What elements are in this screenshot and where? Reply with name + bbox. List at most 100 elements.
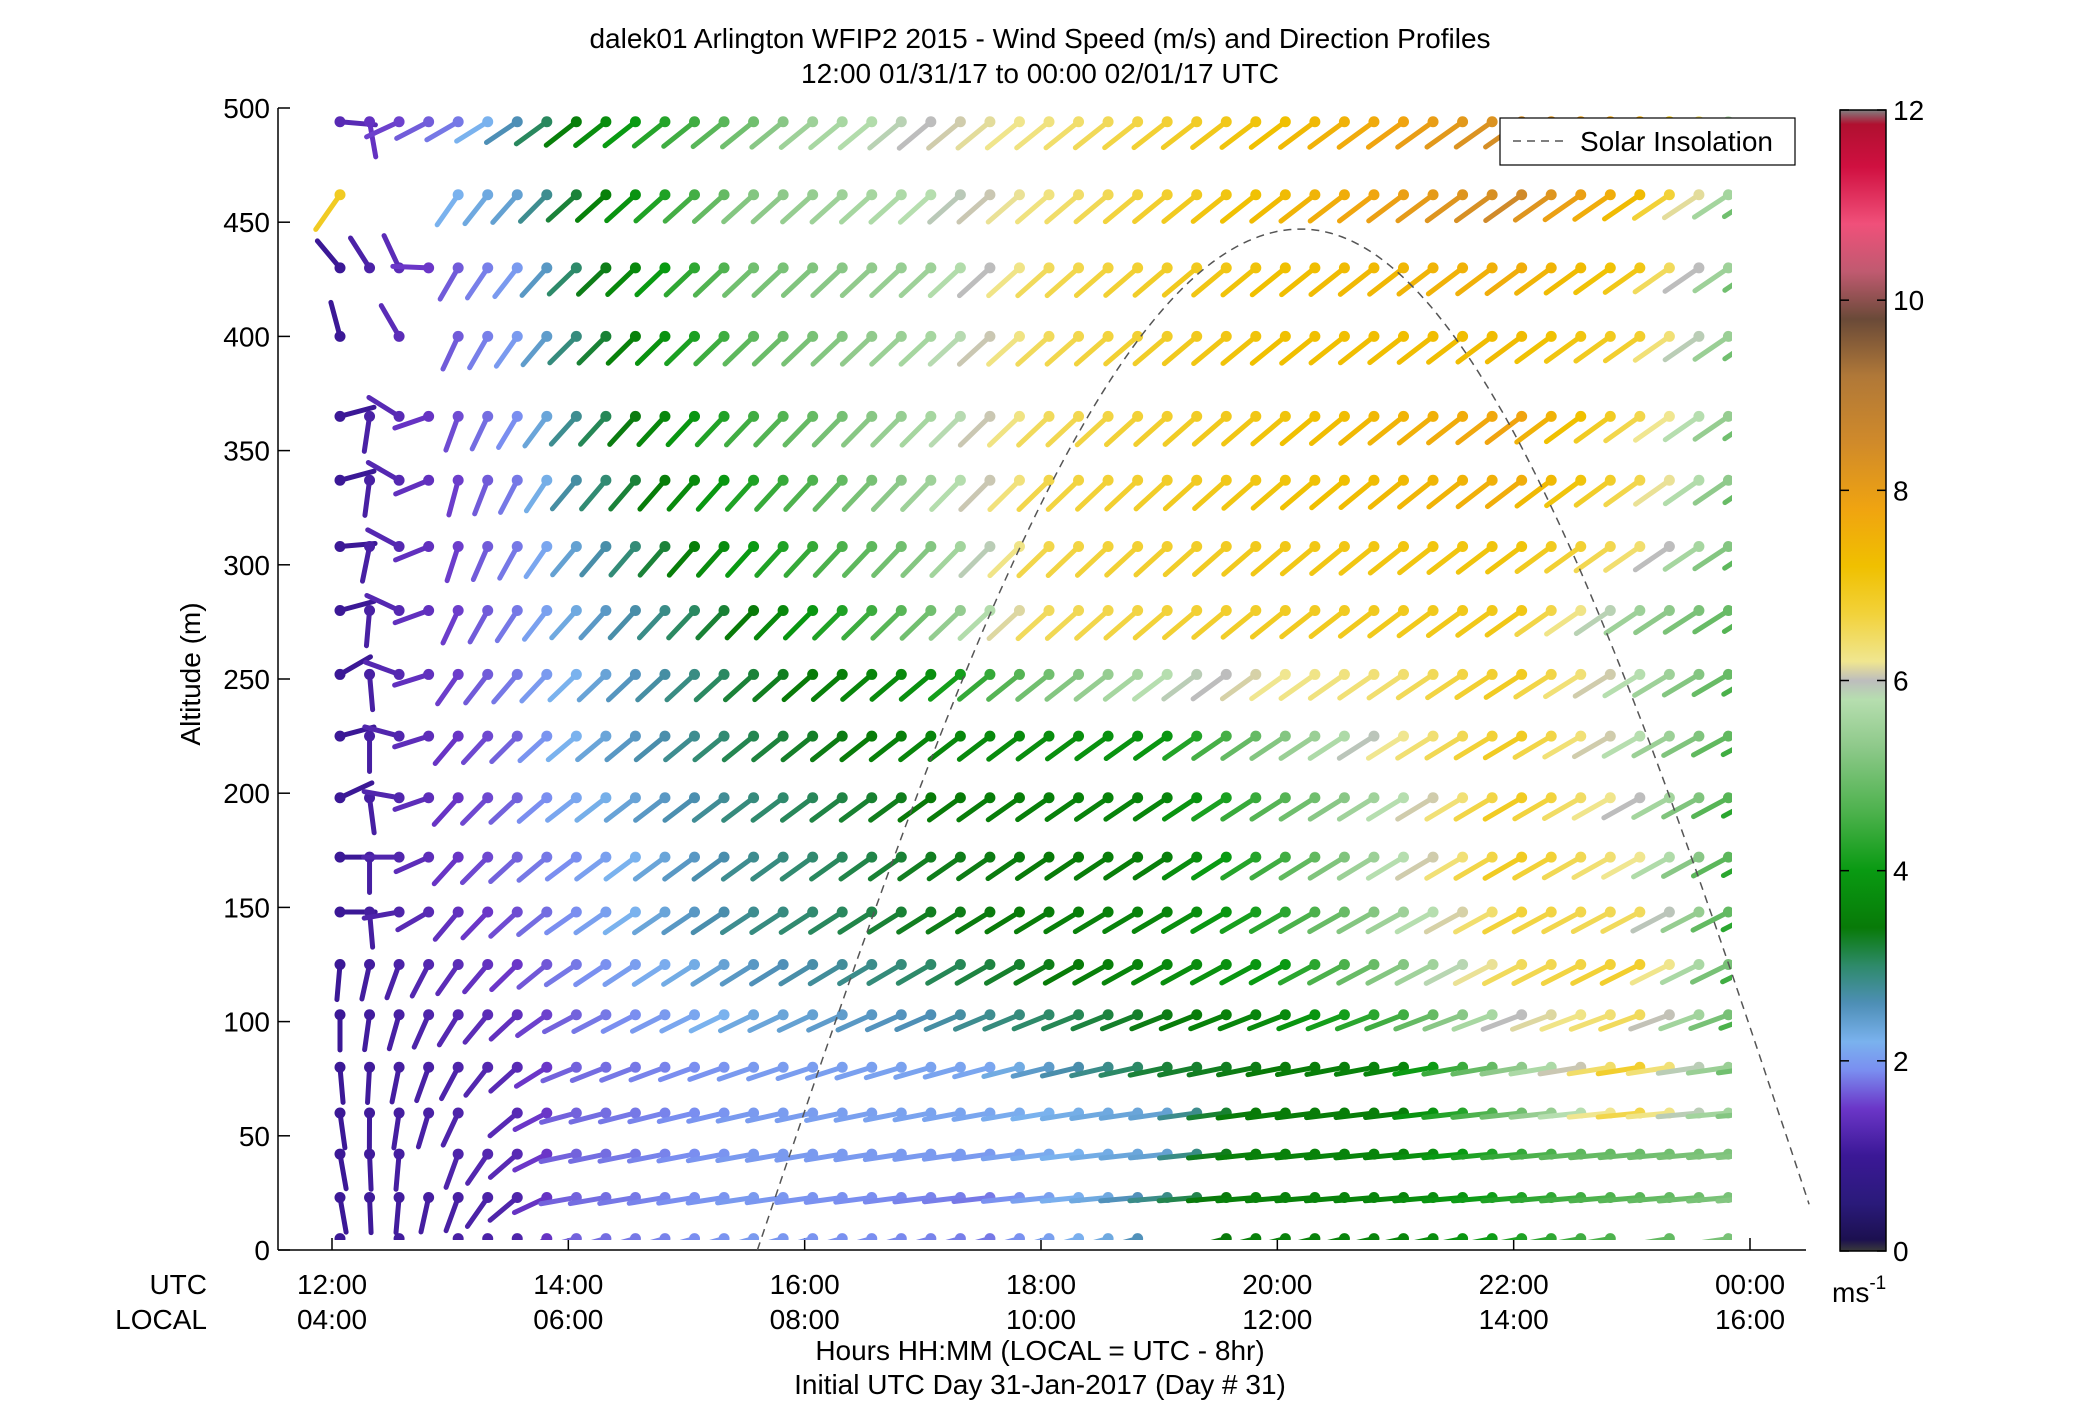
wind-barb-shaft (1133, 477, 1170, 512)
colorbar-unit-base: ms (1832, 1277, 1869, 1308)
wind-barb-shaft (896, 119, 934, 151)
wind-barb-shaft (692, 265, 727, 298)
wind-barb-station (895, 792, 907, 804)
wind-barb-station (364, 1107, 376, 1119)
wind-barb-station (600, 116, 612, 128)
wind-barb-shaft (1424, 795, 1466, 822)
wind-barb-shaft (897, 854, 934, 882)
wind-barb-station (541, 189, 553, 201)
wind-barb-shaft (869, 333, 904, 367)
wind-barb-station (423, 474, 435, 486)
wind-barb-station (364, 262, 376, 274)
wind-barb-shaft (898, 733, 934, 763)
wind-barb-station (1161, 851, 1173, 863)
wind-barb-station (984, 330, 996, 342)
wind-barb-station (1161, 116, 1173, 128)
wind-barb-station (659, 410, 671, 422)
wind-barb-station (984, 792, 996, 804)
wind-barb-shaft (1722, 560, 1732, 571)
y-tick-label: 100 (223, 1007, 270, 1038)
wind-barb-shaft (634, 333, 668, 366)
wind-barb-shaft (1570, 909, 1613, 935)
wind-barb-shaft (1443, 1236, 1466, 1240)
wind-barb-shaft (1307, 854, 1347, 881)
wind-barb-station (334, 330, 346, 342)
wind-barb-shaft (1631, 192, 1672, 221)
wind-barb-shaft (835, 1012, 875, 1033)
wind-barb-station (1427, 189, 1439, 201)
wind-barb-shaft (1219, 671, 1259, 702)
wind-barb-shaft (812, 477, 845, 512)
wind-barb-station (600, 730, 612, 742)
wind-barb-shaft (1337, 265, 1377, 297)
wind-barb-shaft (747, 1012, 786, 1034)
wind-barb-station (423, 792, 435, 804)
wind-barb-station (541, 851, 553, 863)
wind-barb-shaft (1543, 333, 1584, 364)
wind-barb-shaft (1010, 1151, 1052, 1162)
wind-barb-station (511, 474, 523, 486)
wind-barb-shaft (463, 1064, 491, 1098)
wind-barb-shaft (1364, 1012, 1406, 1032)
wind-barb-station (629, 1009, 641, 1021)
wind-barb-shaft (1656, 1194, 1702, 1204)
wind-barb-shaft (432, 733, 461, 766)
wind-barb-shaft (783, 477, 816, 512)
wind-barb-shaft (811, 413, 845, 448)
wind-barb-station (1309, 959, 1321, 970)
wind-barb-shaft (636, 413, 668, 448)
wind-barb-station (1516, 474, 1528, 486)
wind-barb-shaft (833, 1194, 875, 1205)
wind-barb-station (334, 262, 346, 274)
x-axis-label-day: Initial UTC Day 31-Jan-2017 (Day # 31) (794, 1369, 1286, 1400)
wind-barb-shaft (1160, 909, 1200, 934)
wind-barb-station (1013, 410, 1025, 422)
wind-barb-station (1545, 1009, 1557, 1021)
wind-barb-station (1368, 959, 1380, 970)
wind-barb-station (1013, 330, 1025, 342)
wind-barb-station (1250, 189, 1262, 201)
wind-barb-shaft (1309, 477, 1347, 511)
wind-barb-station (600, 410, 612, 422)
wind-barb-shaft (1103, 333, 1141, 367)
wind-barb-station (925, 116, 937, 128)
wind-barb-station (1575, 906, 1587, 918)
wind-barb-shaft (1544, 544, 1584, 574)
wind-barb-shaft (661, 962, 697, 987)
wind-barb-shaft (488, 1064, 520, 1094)
wind-barb-shaft (633, 192, 668, 224)
wind-barb-station (1220, 474, 1232, 486)
wind-barb-shaft (365, 460, 402, 483)
wind-barb-station (1722, 410, 1732, 422)
wind-barb-station (1368, 474, 1380, 486)
wind-barb-station (452, 1061, 464, 1073)
wind-barb-station (1338, 1009, 1350, 1021)
wind-barb-station (866, 474, 878, 486)
wind-barb-station (452, 792, 464, 804)
wind-barb-station (659, 604, 671, 616)
wind-barb-shaft (927, 671, 963, 702)
wind-barb-station (423, 541, 435, 553)
wind-barb-shaft (523, 544, 550, 580)
wind-barb-station (1309, 262, 1321, 274)
wind-barb-station (1427, 604, 1439, 616)
wind-barb-shaft (1537, 1110, 1584, 1120)
wind-barb-station (1013, 541, 1025, 553)
wind-barb-shaft (1450, 1151, 1495, 1161)
wind-barb-shaft (1396, 607, 1436, 639)
wind-barb-shaft (1455, 413, 1495, 446)
wind-barb-station (1722, 604, 1732, 616)
wind-barb-station (1102, 410, 1114, 422)
wind-barb-shaft (1248, 119, 1288, 150)
wind-barb-station (836, 851, 848, 863)
wind-barb-shaft (568, 1110, 609, 1125)
wind-barb-station (1722, 792, 1732, 804)
wind-barb-shaft (1279, 544, 1318, 577)
wind-barb-shaft (575, 733, 609, 763)
wind-barb-shaft (460, 909, 491, 941)
wind-barb-shaft (841, 607, 875, 641)
wind-barb-station (600, 330, 612, 342)
wind-barb-station (629, 906, 641, 918)
wind-barb-station (1338, 851, 1350, 863)
wind-barb-station (541, 1148, 553, 1160)
